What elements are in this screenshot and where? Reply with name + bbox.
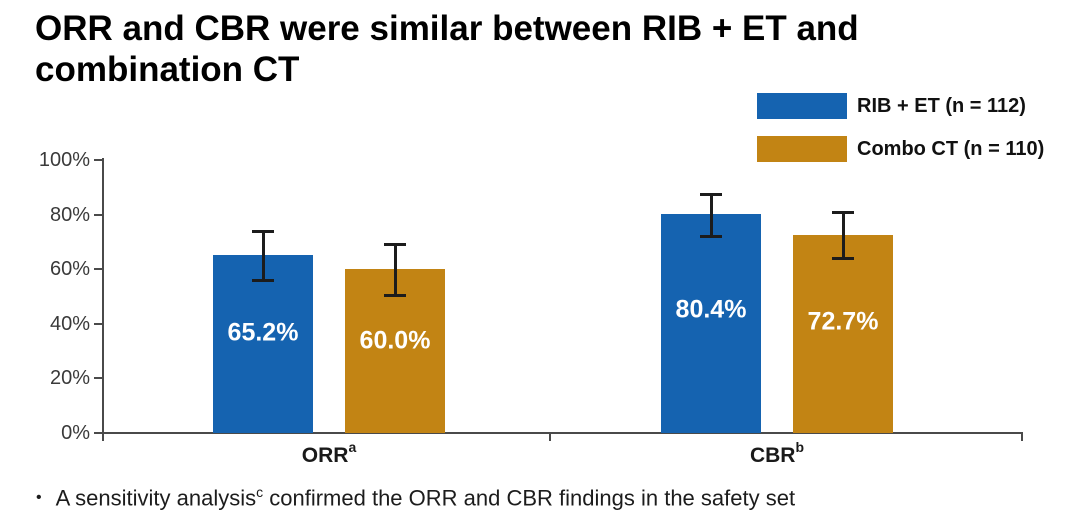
legend-label-rib-et: RIB + ET (n = 112) [857, 94, 1026, 117]
x-axis-end-tick [1021, 433, 1023, 441]
error-bar-combo-ct-cbr [841, 211, 845, 260]
bar-value-label-combo-ct-orr: 60.0% [359, 326, 431, 355]
error-bar-cap-bottom [384, 293, 406, 297]
bar-combo-ct-cbr [793, 234, 893, 433]
category-label-orr: ORRa [301, 439, 357, 468]
bar-value-label-combo-ct-cbr: 72.7% [807, 307, 879, 336]
y-axis-tick-label: 40% [49, 312, 90, 335]
error-bar-rib-et-orr [261, 230, 265, 282]
y-axis-tick [94, 322, 103, 325]
footnote-text-pre: A sensitivity analysis [55, 485, 257, 511]
error-bar-cap-top [832, 210, 854, 214]
error-bar-cap-top [700, 193, 722, 197]
y-axis-tick-label: 80% [49, 203, 90, 226]
y-axis-tick-label: 0% [61, 422, 90, 444]
y-axis-line [102, 158, 104, 441]
error-bar-cap-bottom [252, 279, 274, 283]
legend-item-rib-et: RIB + ET (n = 112) [757, 93, 1044, 119]
chart-legend: RIB + ET (n = 112) Combo CT (n = 110) [757, 93, 1044, 179]
y-axis-tick-label: 20% [49, 367, 90, 390]
slide-title-line1: ORR and CBR were similar between RIB + E… [35, 9, 859, 48]
y-axis-tick-label: 100% [38, 149, 90, 171]
y-axis-tick [94, 159, 103, 161]
bar-value-label-rib-et-cbr: 80.4% [675, 295, 747, 324]
category-label-orr-text: ORR [301, 444, 349, 467]
error-bar-rib-et-cbr [709, 194, 713, 237]
x-axis-group-divider-tick [549, 433, 551, 441]
slide-title-line2: combination CT [35, 50, 300, 89]
error-bar-cap-bottom [700, 234, 722, 238]
x-axis-line [103, 432, 1023, 434]
y-axis-tick [94, 213, 103, 216]
error-bar-combo-ct-orr [393, 243, 397, 296]
footnote-bullet: • [36, 489, 42, 507]
y-axis-tick [94, 377, 103, 380]
footnote-superscript: c [256, 484, 264, 500]
error-bar-cap-top [384, 242, 406, 246]
category-label-orr-superscript: a [348, 439, 357, 455]
category-label-cbr-text: CBR [749, 444, 796, 467]
y-axis-tick [94, 268, 103, 271]
error-bar-cap-bottom [832, 257, 854, 261]
category-label-cbr: CBRb [749, 439, 805, 468]
y-axis-tick [94, 432, 103, 434]
legend-swatch-rib-et [757, 93, 847, 119]
footnote: • A sensitivity analysisc confirmed the O… [36, 484, 795, 511]
footnote-text-post: confirmed the ORR and CBR findings in th… [263, 485, 796, 511]
legend-swatch-combo-ct [757, 136, 847, 162]
slide-title: ORR and CBR were similar between RIB + E… [35, 8, 1065, 90]
bar-value-label-rib-et-orr: 65.2% [227, 318, 299, 347]
error-bar-cap-top [252, 229, 274, 233]
y-axis-tick-label: 60% [49, 258, 90, 281]
category-label-cbr-superscript: b [795, 439, 805, 455]
bar-rib-et-cbr [661, 213, 761, 433]
legend-item-combo-ct: Combo CT (n = 110) [757, 136, 1044, 162]
bar-rib-et-orr [213, 255, 313, 433]
legend-label-combo-ct: Combo CT (n = 110) [857, 137, 1045, 160]
